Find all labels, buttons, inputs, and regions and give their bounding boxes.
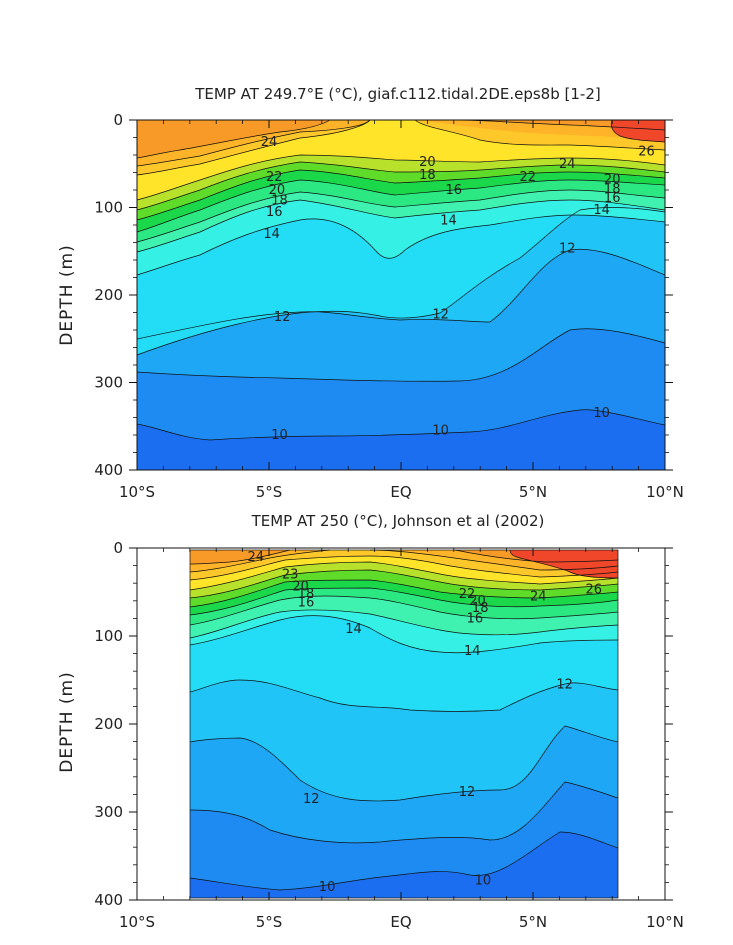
top-contour-label: 16 (446, 183, 463, 198)
top-contour-label: 10 (432, 424, 449, 439)
top-contour-label: 20 (269, 183, 286, 198)
bottom-plot-fill (189, 549, 619, 899)
bottom-band-26 (510, 550, 618, 578)
top-x-tick-label: 10°N (646, 483, 684, 501)
bottom-contour-label: 14 (345, 622, 362, 637)
top-x-tick-label: 10°S (119, 483, 155, 501)
top-contour-label: 12 (432, 307, 449, 322)
bottom-axis-ticks: 10°S 5°S EQ 5°N 10°N 0 100 200 300 400 (94, 539, 684, 931)
top-y-tick-label: 300 (94, 374, 123, 392)
bottom-y-tick-label: 100 (94, 627, 123, 645)
top-contour-label: 14 (593, 203, 610, 218)
bottom-y-tick-label: 0 (113, 539, 123, 557)
bottom-x-tick-label: 10°S (119, 913, 155, 931)
top-contour-label: 18 (419, 168, 436, 183)
bottom-x-tick-label: 5°S (256, 913, 283, 931)
top-y-tick-label: 100 (94, 199, 123, 217)
top-contour-label: 22 (266, 170, 283, 185)
top-contour-lines (136, 119, 666, 441)
top-contour-label: 16 (604, 191, 621, 206)
top-plot-fill (136, 119, 666, 470)
top-band-24 (137, 120, 665, 158)
bottom-contour-label: 12 (556, 677, 573, 692)
top-contour-label: 18 (604, 182, 621, 197)
top-contour-label: 12 (559, 242, 576, 257)
bottom-y-tick-label: 400 (94, 891, 123, 909)
bottom-contour-label: 20 (469, 594, 486, 609)
bottom-contour-label: 12 (459, 785, 476, 800)
bottom-x-tick-label: 5°N (519, 913, 547, 931)
bottom-panel: TEMP AT 250 (°C), Johnson et al (2002) (57, 512, 684, 931)
bottom-x-tick-label: 10°N (646, 913, 684, 931)
bottom-chart-title: TEMP AT 250 (°C), Johnson et al (2002) (251, 512, 545, 530)
bottom-contour-label: 24 (530, 589, 547, 604)
top-contour-label: 14 (440, 214, 457, 229)
top-x-tick-label: EQ (390, 483, 411, 501)
top-contour-label: 22 (519, 170, 536, 185)
top-chart-title: TEMP AT 249.7°E (°C), giaf.c112.tidal.2D… (194, 85, 600, 103)
top-contour-label: 16 (266, 205, 283, 220)
top-contour-label: 24 (559, 157, 576, 172)
bottom-contour-label: 14 (464, 644, 481, 659)
top-y-axis-title: DEPTH (m) (57, 244, 77, 345)
top-axis-ticks: 10°S 5°S EQ 5°N 10°N 0 100 200 300 400 (94, 111, 684, 501)
bottom-contour-label: 10 (475, 874, 492, 889)
bottom-contour-label: 18 (298, 587, 315, 602)
top-panel: TEMP AT 249.7°E (°C), giaf.c112.tidal.2D… (57, 85, 684, 501)
bottom-contour-label: 12 (303, 792, 320, 807)
bottom-x-tick-label: EQ (390, 913, 411, 931)
bottom-y-axis-title: DEPTH (m) (57, 671, 77, 772)
top-y-tick-label: 400 (94, 461, 123, 479)
top-y-tick-label: 200 (94, 286, 123, 304)
bottom-contour-lines (189, 549, 619, 891)
top-contour-label: 10 (271, 428, 288, 443)
top-y-tick-label: 0 (113, 111, 123, 129)
top-contour-label: 24 (261, 135, 278, 150)
top-x-tick-label: 5°S (256, 483, 283, 501)
bottom-contour-label: 24 (248, 550, 265, 565)
top-contour-label: 18 (271, 194, 288, 209)
bottom-contour-label: 16 (298, 596, 315, 611)
top-contour-label: 12 (274, 310, 291, 325)
bottom-contour-label: 18 (472, 601, 489, 616)
top-contour-label: 20 (604, 173, 621, 188)
top-contour-label: 10 (593, 406, 610, 421)
bottom-contour-label: 20 (292, 580, 309, 595)
top-contour-label: 26 (638, 145, 655, 160)
top-contour-label: 20 (419, 155, 436, 170)
bottom-contour-label: 22 (459, 587, 476, 602)
top-x-tick-label: 5°N (519, 483, 547, 501)
top-band-26 (611, 120, 665, 142)
bottom-contour-label: 23 (282, 567, 299, 582)
bottom-contour-label: 16 (467, 611, 484, 626)
bottom-data-region-frame (189, 549, 619, 899)
bottom-contour-label: 10 (319, 880, 336, 895)
top-contour-label: 14 (263, 227, 280, 242)
bottom-contour-label: 26 (585, 582, 602, 597)
bottom-y-tick-label: 300 (94, 803, 123, 821)
bottom-y-tick-label: 200 (94, 715, 123, 733)
